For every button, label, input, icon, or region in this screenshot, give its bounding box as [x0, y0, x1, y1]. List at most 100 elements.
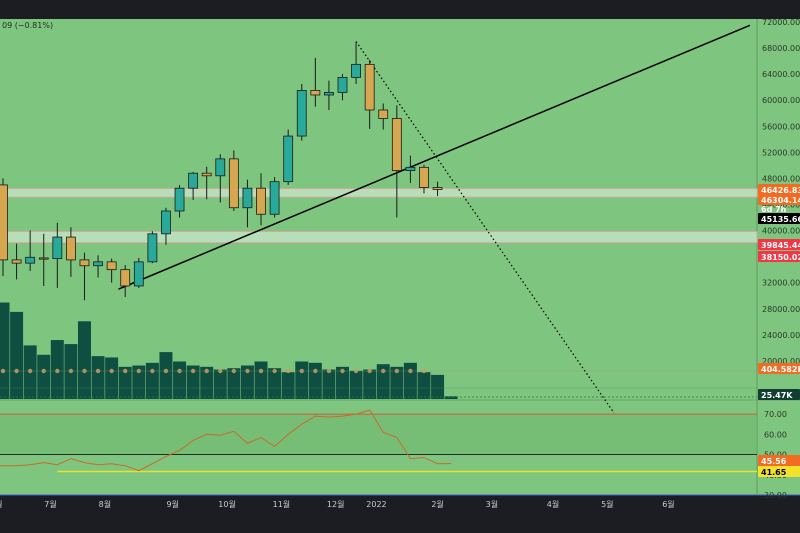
- price-tick-label: 52000.00: [762, 148, 800, 157]
- price-tick-label: 20000.00: [762, 357, 800, 366]
- rsi-tick-label: 30.00: [764, 491, 787, 500]
- volume-bar: [390, 366, 404, 399]
- candle-body: [228, 158, 239, 209]
- time-tick-label: 4월: [547, 499, 559, 509]
- volume-bar: [240, 365, 254, 399]
- candle-body: [25, 256, 36, 264]
- candle-body: [296, 90, 307, 137]
- time-tick-label: 8월: [99, 499, 111, 509]
- volume-bar: [186, 365, 200, 399]
- rsi-tag: 45.56: [761, 457, 787, 466]
- volume-bar: [322, 369, 336, 399]
- candle-body: [201, 172, 212, 177]
- support-zone-1: [0, 231, 758, 244]
- volume-bar: [295, 361, 309, 399]
- rsi-tick-label: 70.00: [764, 410, 787, 419]
- trendline-dotted[interactable]: [355, 41, 615, 414]
- price-tick-label: 56000.00: [762, 122, 800, 131]
- candle-body: [133, 261, 144, 287]
- price-tag: 38150.02: [761, 253, 800, 262]
- trendline-solid[interactable]: [118, 24, 751, 290]
- price-tick-label: 28000.00: [762, 305, 800, 314]
- candle-body: [161, 210, 171, 235]
- time-tick-label: 5월: [601, 499, 613, 509]
- volume-bar: [0, 302, 10, 399]
- volume-bar: [10, 311, 24, 399]
- time-tick-label: 6월: [662, 499, 674, 509]
- price-tag: 46426.83: [761, 186, 800, 195]
- volume-ma-tag: 404.582K: [761, 365, 800, 374]
- candle-body: [79, 259, 90, 267]
- volume-bar: [417, 372, 431, 399]
- candle-body: [364, 63, 375, 111]
- volume-bar: [227, 368, 241, 399]
- candle-body: [38, 257, 49, 260]
- price-tick-label: 32000.00: [762, 279, 800, 288]
- volume-bar: [37, 354, 51, 399]
- price-tick-label: 40000.00: [762, 227, 800, 236]
- candle-body: [405, 166, 416, 171]
- volume-bar: [254, 361, 268, 399]
- volume-ma-tag-bg: [758, 363, 800, 374]
- candle-body: [120, 269, 131, 287]
- price-tick-label: 60000.00: [762, 96, 800, 105]
- rsi-tick-label: 60.00: [764, 430, 787, 439]
- rsi-tag: 41.65: [761, 468, 787, 477]
- time-tick-label: 2월: [431, 499, 443, 509]
- volume-bar: [132, 365, 146, 399]
- price-tick-label: 68000.00: [762, 44, 800, 53]
- price-tag-bg: [758, 213, 800, 224]
- time-tick-label: 10월: [218, 499, 236, 509]
- volume-bar: [268, 368, 282, 399]
- volume-bar: [281, 372, 295, 399]
- candle-body: [310, 90, 321, 96]
- candle-body: [378, 109, 389, 119]
- volume-bar: [145, 362, 159, 399]
- price-tick-label: 72000.00: [762, 18, 800, 27]
- volume-bar: [308, 362, 322, 399]
- candle-body: [147, 233, 158, 263]
- price-tick-label: 64000.00: [762, 70, 800, 79]
- time-tick-label: 3월: [486, 499, 498, 509]
- candle-body: [174, 187, 185, 212]
- volume-bar: [376, 364, 390, 399]
- price-tag-bg: [758, 184, 800, 195]
- price-tag: 39845.44: [761, 241, 800, 250]
- candle-body: [324, 91, 334, 96]
- time-tick-label: 11월: [273, 499, 291, 509]
- candle-body: [11, 259, 22, 264]
- rsi-line: [0, 409, 452, 472]
- volume-tag-bg: [758, 389, 800, 400]
- candle-body: [351, 63, 361, 78]
- price-tag: 45135.66: [761, 215, 800, 224]
- candle-body: [419, 166, 429, 188]
- volume-bar: [105, 357, 119, 399]
- volume-bar: [403, 362, 417, 399]
- candle-body: [52, 236, 63, 259]
- price-pane-background[interactable]: [0, 19, 757, 400]
- volume-bar: [431, 374, 445, 399]
- volume-bar: [444, 396, 458, 399]
- candle-body: [106, 261, 117, 271]
- rsi-tag-bg: [758, 455, 800, 466]
- volume-bar: [118, 366, 132, 399]
- candle-body: [93, 261, 103, 267]
- candle-body: [283, 135, 294, 183]
- candle-body: [432, 187, 443, 190]
- volume-bar: [349, 370, 363, 399]
- rsi-tag-bg: [758, 466, 800, 477]
- volume-bar: [77, 321, 91, 399]
- candle-body: [337, 76, 348, 93]
- price-tag-bg: [758, 194, 800, 205]
- candle-body: [391, 118, 402, 171]
- candle-body: [66, 236, 76, 261]
- price-tick-label: 24000.00: [762, 331, 800, 340]
- volume-bar: [173, 361, 187, 399]
- volume-bar: [363, 369, 377, 399]
- candle-body: [215, 158, 226, 177]
- candle-body: [0, 184, 8, 261]
- price-tick-label: 48000.00: [762, 174, 800, 183]
- volume-bar: [213, 369, 227, 399]
